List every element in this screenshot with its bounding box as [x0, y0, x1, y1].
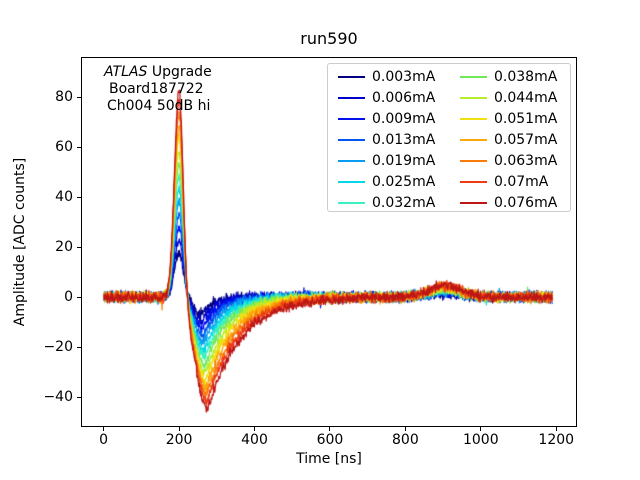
legend-label: 0.032mA	[372, 194, 436, 211]
annotation-line-1: ATLAS Upgrade	[104, 64, 212, 81]
legend-entry: 0.003mA	[338, 66, 460, 87]
legend: 0.003mA 0.006mA 0.009mA 0.013mA 0.019mA 0.025…	[327, 63, 571, 212]
annotation-upgrade-text: Upgrade	[147, 64, 212, 80]
y-tick-mark	[77, 346, 81, 348]
legend-line-sample	[460, 201, 487, 204]
legend-line-sample	[460, 180, 487, 183]
legend-entry: 0.063mA	[460, 150, 562, 171]
legend-entry: 0.009mA	[338, 108, 460, 129]
legend-line-sample	[460, 75, 487, 78]
y-tick-mark	[77, 396, 81, 398]
legend-entry: 0.07mA	[460, 171, 562, 192]
legend-label: 0.003mA	[372, 68, 436, 85]
x-tick-label: 400	[241, 432, 268, 448]
y-tick-mark	[77, 96, 81, 98]
legend-line-sample	[338, 117, 365, 120]
legend-entry: 0.013mA	[338, 129, 460, 150]
y-tick-mark	[77, 296, 81, 298]
legend-entry: 0.057mA	[460, 129, 562, 150]
y-tick-label: 80	[55, 89, 73, 105]
legend-line-sample	[338, 159, 365, 162]
legend-entry: 0.038mA	[460, 66, 562, 87]
legend-label: 0.019mA	[372, 152, 436, 169]
x-tick-mark	[103, 427, 105, 431]
x-tick-label: 600	[316, 432, 344, 448]
legend-entry: 0.019mA	[338, 150, 460, 171]
x-tick-label: 1200	[538, 432, 575, 448]
legend-line-sample	[338, 180, 365, 183]
y-tick-mark	[77, 246, 81, 248]
annotation-text: ATLAS Upgrade Board187722 Ch004 50dB hi	[104, 64, 212, 115]
legend-entry: 0.076mA	[460, 192, 562, 213]
annotation-board-id: Board187722	[109, 81, 204, 97]
legend-label: 0.044mA	[494, 89, 558, 106]
y-tick-label: 20	[55, 239, 73, 255]
x-tick-label: 0	[99, 432, 109, 448]
x-tick-label: 800	[392, 432, 419, 448]
legend-label: 0.013mA	[372, 131, 436, 148]
x-tick-mark	[329, 427, 331, 431]
legend-label: 0.051mA	[494, 110, 558, 127]
y-axis-label: Amplitude [ADC counts]	[12, 157, 28, 327]
x-tick-mark	[555, 427, 557, 431]
y-tick-label: 60	[55, 139, 73, 155]
x-axis-label: Time [ns]	[296, 451, 362, 467]
legend-entry: 0.044mA	[460, 87, 562, 108]
legend-label: 0.038mA	[494, 68, 558, 85]
y-tick-label: 40	[55, 189, 73, 205]
y-tick-mark	[77, 196, 81, 198]
legend-entry: 0.006mA	[338, 87, 460, 108]
legend-line-sample	[460, 117, 487, 120]
legend-line-sample	[460, 138, 487, 141]
legend-line-sample	[338, 201, 365, 204]
y-tick-mark	[77, 146, 81, 148]
x-tick-label: 200	[165, 432, 193, 448]
legend-line-sample	[338, 96, 365, 99]
legend-label: 0.063mA	[494, 152, 558, 169]
legend-label: 0.009mA	[372, 110, 436, 127]
y-tick-label: −40	[43, 389, 73, 405]
legend-line-sample	[338, 75, 365, 78]
legend-line-sample	[460, 159, 487, 162]
x-tick-mark	[178, 427, 180, 431]
legend-entry: 0.025mA	[338, 171, 460, 192]
legend-label: 0.076mA	[494, 194, 558, 211]
legend-label: 0.025mA	[372, 173, 436, 190]
legend-label: 0.057mA	[494, 131, 558, 148]
y-tick-label: −20	[43, 339, 73, 355]
x-tick-label: 1000	[462, 432, 499, 448]
chart-title: run590	[300, 29, 358, 48]
annotation-experiment-name: ATLAS	[104, 64, 148, 80]
legend-label: 0.07mA	[494, 173, 549, 190]
legend-label: 0.006mA	[372, 89, 436, 106]
y-tick-label: 0	[64, 289, 73, 305]
legend-entry: 0.051mA	[460, 108, 562, 129]
legend-line-sample	[338, 138, 365, 141]
x-tick-mark	[480, 427, 482, 431]
x-tick-mark	[254, 427, 255, 431]
legend-entry: 0.032mA	[338, 192, 460, 213]
legend-line-sample	[460, 96, 487, 99]
annotation-channel-info: Ch004 50dB hi	[107, 98, 211, 114]
x-tick-mark	[404, 427, 406, 431]
